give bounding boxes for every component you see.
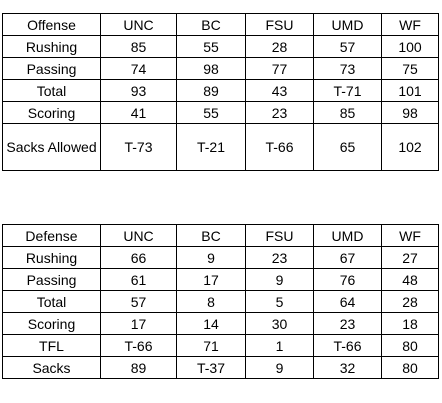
- stat-cell: T-66: [245, 123, 314, 171]
- stat-cell: 75: [381, 57, 439, 80]
- stat-cell: 9: [176, 246, 246, 269]
- stat-cell: 102: [381, 123, 439, 171]
- row-label: Sacks: [2, 356, 101, 379]
- defense-table-body: Defense UNC BC FSU UMD WF Rushing 66 9 23 67 27 Pass…: [2, 224, 439, 379]
- stat-cell: 55: [176, 101, 246, 124]
- table-row: Scoring 17 14 30 23 18: [2, 312, 439, 335]
- stat-cell: 77: [245, 57, 314, 80]
- table-row: Total 93 89 43 T-71 101: [2, 79, 439, 102]
- table-row: TFL T-66 71 1 T-66 80: [2, 334, 439, 357]
- row-label: Passing: [2, 57, 101, 80]
- stat-cell: 30: [245, 312, 314, 335]
- stat-cell: 80: [381, 334, 439, 357]
- stat-cell: 23: [245, 246, 314, 269]
- stat-cell: 18: [381, 312, 439, 335]
- stat-cell: 55: [176, 35, 246, 58]
- stat-cell: 71: [176, 334, 246, 357]
- stat-cell: 27: [381, 246, 439, 269]
- offense-section-label: Offense: [2, 13, 101, 36]
- stat-cell: 93: [100, 79, 177, 102]
- defense-header-row: Defense UNC BC FSU UMD WF: [2, 224, 439, 247]
- stat-cell: 76: [313, 268, 382, 291]
- stat-cell: 1: [245, 334, 314, 357]
- offense-table: Offense UNC BC FSU UMD WF Rushing 85 55 28 57 100 Pa…: [2, 13, 439, 171]
- stat-cell: 14: [176, 312, 246, 335]
- stat-cell: T-66: [313, 334, 382, 357]
- stat-cell: 9: [245, 268, 314, 291]
- row-label: Total: [2, 79, 101, 102]
- stat-cell: 32: [313, 356, 382, 379]
- stat-cell: 80: [381, 356, 439, 379]
- stat-cell: 61: [100, 268, 177, 291]
- row-label: Rushing: [2, 35, 101, 58]
- table-row: Sacks 89 T-37 9 32 80: [2, 356, 439, 379]
- offense-table-body: Offense UNC BC FSU UMD WF Rushing 85 55 28 57 100 Pa…: [2, 13, 439, 171]
- column-header-unc: UNC: [100, 224, 177, 247]
- stat-cell: 85: [313, 101, 382, 124]
- row-label: Scoring: [2, 101, 101, 124]
- stat-cell: 89: [100, 356, 177, 379]
- row-label: Rushing: [2, 246, 101, 269]
- column-header-umd: UMD: [313, 224, 382, 247]
- stat-cell: 100: [381, 35, 439, 58]
- stat-cell: 8: [176, 290, 246, 313]
- row-label: Passing: [2, 268, 101, 291]
- column-header-fsu: FSU: [245, 224, 314, 247]
- row-label: Scoring: [2, 312, 101, 335]
- defense-table: Defense UNC BC FSU UMD WF Rushing 66 9 23 67 27 Pass…: [2, 224, 439, 379]
- stat-cell: T-37: [176, 356, 246, 379]
- stat-cell: 23: [313, 312, 382, 335]
- stat-cell: 74: [100, 57, 177, 80]
- stat-cell: T-71: [313, 79, 382, 102]
- stat-cell: 65: [313, 123, 382, 171]
- stat-cell: 28: [245, 35, 314, 58]
- stat-cell: 17: [176, 268, 246, 291]
- stat-cell: 57: [313, 35, 382, 58]
- stat-cell: 28: [381, 290, 439, 313]
- stat-cell: 85: [100, 35, 177, 58]
- column-header-bc: BC: [176, 13, 246, 36]
- column-header-unc: UNC: [100, 13, 177, 36]
- stat-cell: 43: [245, 79, 314, 102]
- stat-cell: T-66: [100, 334, 177, 357]
- stat-cell: 67: [313, 246, 382, 269]
- row-label: TFL: [2, 334, 101, 357]
- row-label: Total: [2, 290, 101, 313]
- stat-cell: 41: [100, 101, 177, 124]
- stat-cell: 101: [381, 79, 439, 102]
- stat-cell: T-21: [176, 123, 246, 171]
- stat-cell: 9: [245, 356, 314, 379]
- table-row: Passing 61 17 9 76 48: [2, 268, 439, 291]
- column-header-wf: WF: [381, 13, 439, 36]
- stat-cell: 23: [245, 101, 314, 124]
- table-row: Total 57 8 5 64 28: [2, 290, 439, 313]
- table-row: Passing 74 98 77 73 75: [2, 57, 439, 80]
- defense-section-label: Defense: [2, 224, 101, 247]
- stat-cell: 89: [176, 79, 246, 102]
- stat-cell: 73: [313, 57, 382, 80]
- stat-cell: 98: [176, 57, 246, 80]
- stat-cell: 5: [245, 290, 314, 313]
- offense-header-row: Offense UNC BC FSU UMD WF: [2, 13, 439, 36]
- table-row: Rushing 85 55 28 57 100: [2, 35, 439, 58]
- stat-cell: 48: [381, 268, 439, 291]
- table-row: Scoring 41 55 23 85 98: [2, 101, 439, 124]
- stat-cell: T-73: [100, 123, 177, 171]
- stat-cell: 17: [100, 312, 177, 335]
- row-label: Sacks Allowed: [2, 123, 101, 171]
- column-header-fsu: FSU: [245, 13, 314, 36]
- column-header-wf: WF: [381, 224, 439, 247]
- table-row: Rushing 66 9 23 67 27: [2, 246, 439, 269]
- stat-cell: 64: [313, 290, 382, 313]
- stat-cell: 57: [100, 290, 177, 313]
- stat-cell: 98: [381, 101, 439, 124]
- column-header-umd: UMD: [313, 13, 382, 36]
- table-row: Sacks Allowed T-73 T-21 T-66 65 102: [2, 123, 439, 171]
- stat-cell: 66: [100, 246, 177, 269]
- column-header-bc: BC: [176, 224, 246, 247]
